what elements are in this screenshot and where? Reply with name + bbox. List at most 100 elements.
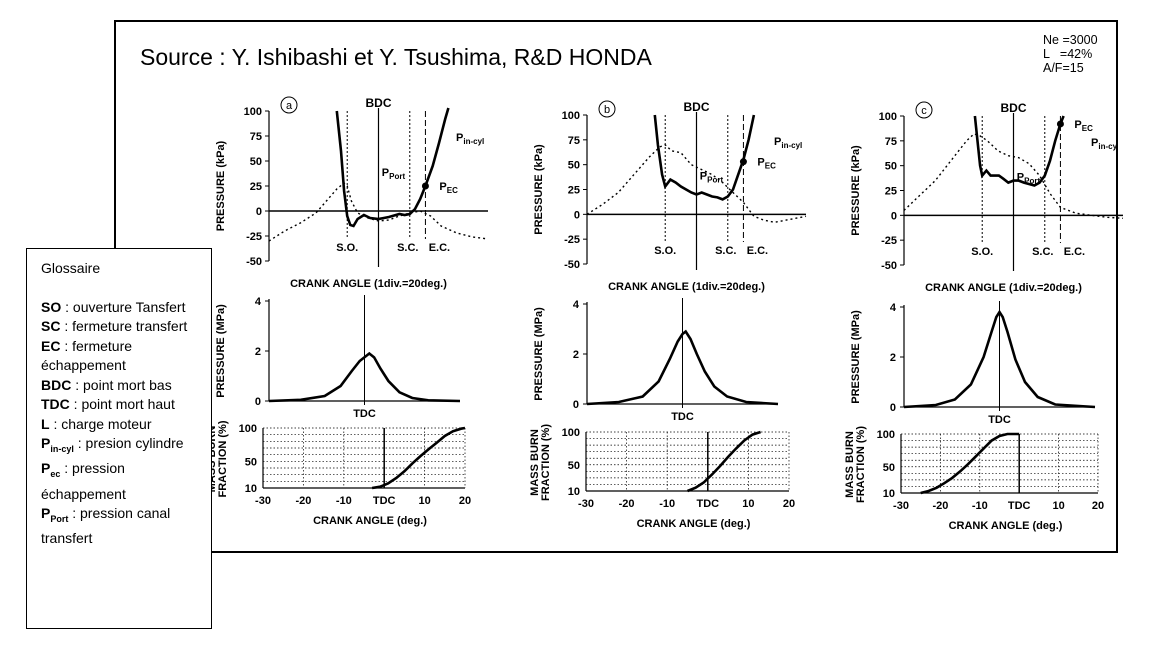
xtick-label-mbf-a: -10 [336,495,352,507]
xtick-label-mbf-a: -20 [295,495,311,507]
xtick-label-mbf-c: -10 [972,500,988,512]
ytick-label-mbf-b: 100 [562,427,580,439]
ytick-label-kpa-c: -25 [881,235,897,247]
glossary-entry-pec: Pec : pression échappement [41,459,203,504]
sc-label-a: S.C. [397,242,418,254]
ytick-label-mpa-b: 4 [573,299,580,311]
bdc-label-a: BDC [366,96,392,110]
ylabel-mbf1-c: MASS BURN [844,431,856,498]
pincyl-label-b: Pin-cyl [774,136,802,150]
pec-point-c [1056,120,1064,128]
glossary-term: SO [41,298,62,315]
glossary-def: : charge moteur [49,415,152,432]
glossary-sub: ec [50,469,61,480]
sc-label-b: S.C. [715,245,736,257]
xtick-label-mbf-c: 10 [1052,500,1064,512]
glossary-entry-pport: PPort : pression canal transfert [41,504,203,549]
panel-letter-c: c [921,105,927,117]
ytick-label-kpa-c: 75 [885,136,897,148]
glossary-term: EC [41,337,61,354]
glossary-entry-bdc: BDC : point mort bas [41,376,203,396]
glossary-term: P [41,460,51,477]
ylabel-kpa-b: PRESSURE (kPa) [533,144,545,235]
ytick-label-mbf-a: 100 [239,423,257,435]
pport-label-c: PPort [1017,172,1041,186]
glossary-def: : pression échappement [41,460,126,502]
ylabel-mpa-b: PRESSURE (MPa) [533,307,545,401]
glossary-box: Glossaire SO : ouverture Tansfert SC : f… [26,248,212,629]
ylabel-mbf1-b: MASS BURN [529,429,541,496]
pec-point-b [739,158,747,166]
pec-point-a [421,182,429,190]
pport-label-a: PPort [382,167,406,181]
ytick-label-kpa-a: 75 [250,131,262,143]
ytick-label-mbf-a: 50 [245,456,257,468]
pec-label-c: PEC [1074,119,1093,133]
ytick-label-kpa-b: -25 [564,234,580,246]
glossary-term: P [41,435,51,451]
ytick-label-kpa-c: -50 [881,260,897,272]
source-caption: Source : Y. Ishibashi et Y. Tsushima, R&… [140,44,652,70]
xlabel-crank-div-c: CRANK ANGLE (1div.=20deg.) [925,282,1082,294]
xtick-label-mbf-c: TDC [1008,500,1031,512]
tdc-label-mpa-c: TDC [988,414,1011,426]
glossary-entry-tdc: TDC : point mort haut [41,395,203,415]
xlabel-crank-deg-a: CRANK ANGLE (deg.) [313,515,427,527]
ylabel-kpa-a: PRESSURE (kPa) [215,140,227,231]
ytick-label-mpa-a: 2 [255,346,261,358]
ytick-label-kpa-a: 0 [256,206,262,218]
glossary-def: : ouverture Tansfert [61,298,186,315]
ylabel-mbf2-a: FRACTION (%) [217,420,229,497]
ytick-label-kpa-a: -50 [246,256,262,268]
glossary-entry-so: SO : ouverture Tansfert [41,298,203,318]
glossary-term: SC [41,318,61,334]
ec-label-c: E.C. [1064,246,1085,258]
glossary-entry-pincyl: Pin-cyl : presion cylindre [41,434,203,459]
pec-label-a: PEC [439,181,458,195]
xtick-label-mbf-b: -10 [659,498,675,510]
xtick-label-mbf-a: 20 [459,495,471,507]
xtick-label-mbf-b: -20 [619,498,635,510]
series-pincyl-b [653,114,756,201]
glossary-def: : pression canal transfert [41,505,171,547]
xtick-label-mbf-a: TDC [373,495,396,507]
xlabel-crank-deg-c: CRANK ANGLE (deg.) [949,520,1063,532]
xtick-label-mbf-c: -20 [932,500,948,512]
tdc-label-mpa-a: TDC [353,408,376,420]
bdc-label-b: BDC [684,100,710,114]
param-af: A/F=15 [1043,61,1084,75]
ytick-label-kpa-b: 25 [568,185,580,197]
series-pport-a [268,182,489,242]
glossary-def: : point mort bas [71,376,172,393]
glossary-sub: Port [50,513,69,524]
ytick-label-kpa-a: 25 [250,181,262,193]
ytick-label-kpa-b: 100 [562,110,580,122]
pec-label-b: PEC [757,157,776,171]
param-ne: Ne =3000 [1043,33,1098,47]
ytick-label-kpa-b: -50 [564,259,580,271]
so-label-c: S.O. [971,246,993,258]
glossary-term: P [41,505,51,522]
glossary-def: : presion cylindre [73,435,184,451]
ylabel-mpa-c: PRESSURE (MPa) [850,310,862,404]
so-label-b: S.O. [654,245,676,257]
xtick-label-mbf-c: 20 [1092,500,1104,512]
xtick-label-mbf-c: -30 [893,500,909,512]
ytick-label-kpa-b: 50 [568,160,580,172]
pport-label-b: PPort [700,171,724,185]
series-pincyl-a [335,107,450,228]
ytick-label-kpa-b: 75 [568,135,580,147]
ytick-label-kpa-c: 100 [879,111,897,123]
xtick-label-mbf-a: -30 [255,495,271,507]
glossary-term: TDC [41,396,70,412]
xtick-label-mbf-b: TDC [696,498,719,510]
ytick-label-kpa-a: 50 [250,156,262,168]
ytick-label-mbf-a: 10 [245,483,257,495]
panel-badge-c [915,101,933,119]
glossary-sub: in-cyl [50,443,74,454]
panel-letter-b: b [604,104,610,116]
xlabel-crank-div-a: CRANK ANGLE (1div.=20deg.) [290,278,447,290]
glossary-title: Glossaire [41,260,101,276]
ylabel-mbf2-b: FRACTION (%) [540,424,552,501]
panel-badge-b [598,100,616,118]
